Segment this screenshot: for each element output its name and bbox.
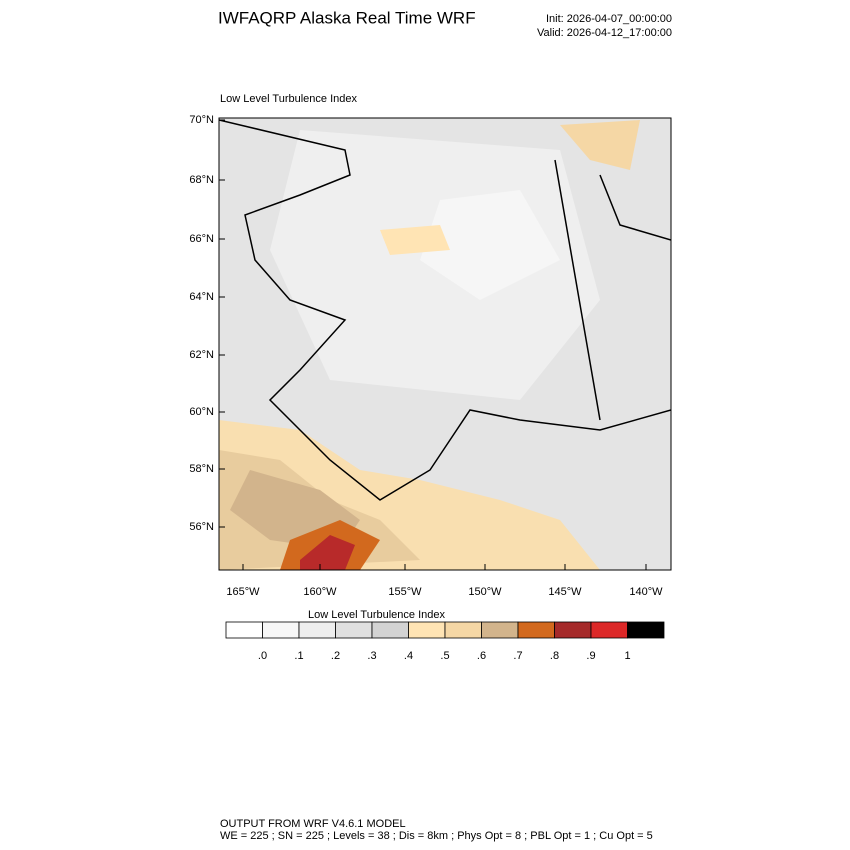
lon-label: 145°W [548,586,582,598]
lat-label: 62°N [189,349,214,361]
colorbar-box [408,621,446,639]
colorbar-label: .5 [440,650,449,662]
valid-time: Valid: 2026-04-12_17:00:00 [537,27,672,39]
map-title: Low Level Turbulence Index [220,93,357,105]
map-frame [218,117,672,571]
colorbar-label: .6 [477,650,486,662]
lat-label: 56°N [189,521,214,533]
lon-label: 150°W [468,586,502,598]
lon-label: 160°W [303,586,337,598]
colorbar-box [590,621,628,639]
colorbar-label: .0 [258,650,267,662]
colorbar-box [225,621,263,639]
lat-label: 68°N [189,174,214,186]
lon-label: 155°W [388,586,422,598]
footer-line: WE = 225 ; SN = 225 ; Levels = 38 ; Dis … [220,830,653,842]
colorbar-title: Low Level Turbulence Index [308,609,445,621]
lat-label: 66°N [189,233,214,245]
colorbar-box [444,621,482,639]
map-field [219,118,671,570]
lat-label: 58°N [189,463,214,475]
colorbar-label: 1 [624,650,630,662]
init-time: Init: 2026-04-07_00:00:00 [546,13,672,25]
colorbar-box [517,621,555,639]
colorbar-label: .2 [331,650,340,662]
page-title: IWFAQRP Alaska Real Time WRF [218,8,476,27]
colorbar-box [298,621,336,639]
footer-line: OUTPUT FROM WRF V4.6.1 MODEL [220,818,406,830]
colorbar-label: .9 [586,650,595,662]
colorbar-box [554,621,592,639]
lon-label: 140°W [629,586,663,598]
lat-label: 64°N [189,291,214,303]
lat-label: 70°N [189,114,214,126]
colorbar-label: .8 [550,650,559,662]
colorbar-box [481,621,519,639]
colorbar-label: .4 [404,650,413,662]
colorbar-label: .1 [294,650,303,662]
colorbar-box [627,621,665,639]
colorbar-box [262,621,300,639]
colorbar-box [371,621,409,639]
lon-label: 165°W [226,586,260,598]
colorbar-box [335,621,373,639]
colorbar-label: .3 [367,650,376,662]
lat-label: 60°N [189,406,214,418]
colorbar-label: .7 [513,650,522,662]
